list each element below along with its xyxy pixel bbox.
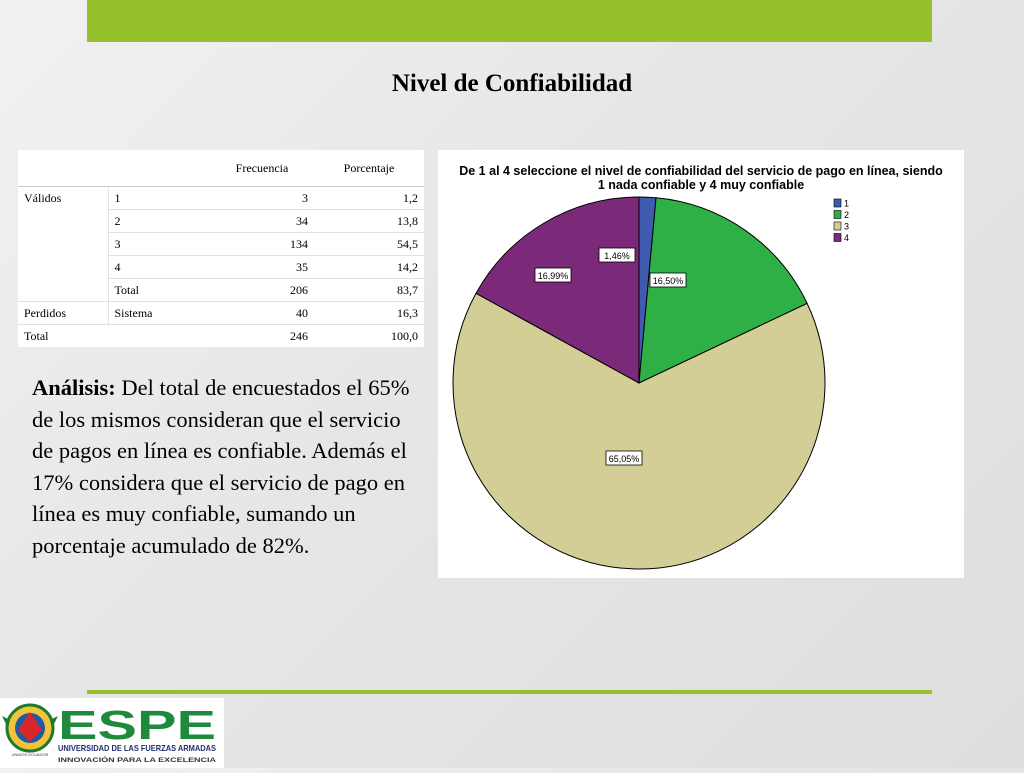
pie-chart: De 1 al 4 seleccione el nivel de confiab… <box>452 164 943 570</box>
row-label: 1 <box>114 190 121 205</box>
chart-title-line: De 1 al 4 seleccione el nivel de confiab… <box>459 164 943 178</box>
row-frequency: 35 <box>210 255 314 279</box>
table-header-row: Frecuencia Porcentaje <box>18 150 424 187</box>
row-frequency: 40 <box>210 301 314 325</box>
row-label: Total <box>108 278 210 302</box>
row-frequency: 206 <box>210 278 314 302</box>
table-row: Válidos 1 3 1,2 <box>18 186 424 210</box>
data-label-box <box>649 272 687 288</box>
row-group: Perdidos <box>18 301 109 325</box>
legend-label: 4 <box>844 233 849 243</box>
analysis-text: Del total de encuestados el 65% de los m… <box>32 375 410 558</box>
row-group: Válidos <box>18 186 109 210</box>
row-percent: 13,8 <box>314 209 424 233</box>
row-group <box>18 209 109 233</box>
row-percent: 54,5 <box>314 232 424 256</box>
row-group <box>18 255 109 279</box>
legend-label: 3 <box>844 222 849 232</box>
row-group: Total <box>18 324 108 347</box>
table-row: Total 206 83,7 <box>18 278 424 302</box>
logo-subtitle: UNIVERSIDAD DE LAS FUERZAS ARMADAS <box>58 743 216 753</box>
legend-swatch <box>833 198 842 208</box>
seal-icon: UNIDOS ECUADOR <box>2 703 58 757</box>
pie-slice <box>475 196 640 384</box>
bottom-accent-line <box>87 690 932 694</box>
espe-wordmark: ESPE <box>58 702 216 748</box>
analysis-paragraph: Análisis: Del total de encuestados el 65… <box>32 372 417 562</box>
table-row: 3 134 54,5 <box>18 232 424 256</box>
top-accent-bar <box>87 0 932 42</box>
legend-label: 2 <box>844 210 849 220</box>
table-row: 4 35 14,2 <box>18 255 424 279</box>
legend-swatch <box>833 210 842 219</box>
row-percent: 83,7 <box>314 278 424 302</box>
row-percent: 100,0 <box>314 324 424 347</box>
analysis-label: Análisis: <box>32 375 116 400</box>
frequency-table: Frecuencia Porcentaje Válidos 1 3 1,2 2 … <box>18 150 424 347</box>
row-percent: 16,3 <box>314 301 424 325</box>
row-label: 3 <box>108 232 210 256</box>
table-row: 2 34 13,8 <box>18 209 424 233</box>
legend-swatch <box>833 221 842 231</box>
row-label: Sistema <box>108 301 210 325</box>
row-frequency: 3 <box>302 190 308 205</box>
pie-chart-panel: De 1 al 4 seleccione el nivel de confiab… <box>438 150 964 578</box>
espe-logo: UNIDOS ECUADOR ESPE UNIVERSIDAD DE LAS F… <box>0 698 224 768</box>
legend-label: 1 <box>844 199 849 209</box>
row-frequency: 246 <box>210 324 314 347</box>
data-label: 16,50% <box>653 276 684 286</box>
table-row: Perdidos Sistema 40 16,3 <box>18 301 424 325</box>
row-label: 2 <box>108 209 210 233</box>
header-porcentaje: Porcentaje <box>314 150 424 187</box>
row-group <box>18 278 109 302</box>
row-percent: 1,2 <box>403 190 418 205</box>
pie-slice <box>452 292 826 570</box>
data-label-box <box>598 247 636 263</box>
data-label: 65,05% <box>609 454 640 464</box>
data-label-box <box>605 450 643 466</box>
row-percent: 14,2 <box>314 255 424 279</box>
chart-title: De 1 al 4 seleccione el nivel de confiab… <box>459 164 943 192</box>
row-frequency: 134 <box>210 232 314 256</box>
data-label: 1,46% <box>604 251 630 261</box>
row-group <box>18 232 109 256</box>
logo-tagline: INNOVACIÓN PARA LA EXCELENCIA <box>58 755 216 764</box>
seal-text: UNIDOS ECUADOR <box>12 752 49 757</box>
logo-graphic: UNIDOS ECUADOR ESPE UNIVERSIDAD DE LAS F… <box>2 702 216 764</box>
row-label: 4 <box>108 255 210 279</box>
page-title: Nivel de Confiabilidad <box>391 70 633 97</box>
row-label <box>108 324 210 347</box>
header-frecuencia: Frecuencia <box>210 150 314 187</box>
pie-slice <box>638 197 808 384</box>
data-label: 16,99% <box>538 271 569 281</box>
data-label-box <box>534 267 572 283</box>
chart-title-line: 1 nada confiable y 4 muy confiable <box>598 178 804 192</box>
table-row: Total 246 100,0 <box>18 324 424 347</box>
legend-swatch <box>833 233 842 242</box>
row-frequency: 34 <box>210 209 314 233</box>
